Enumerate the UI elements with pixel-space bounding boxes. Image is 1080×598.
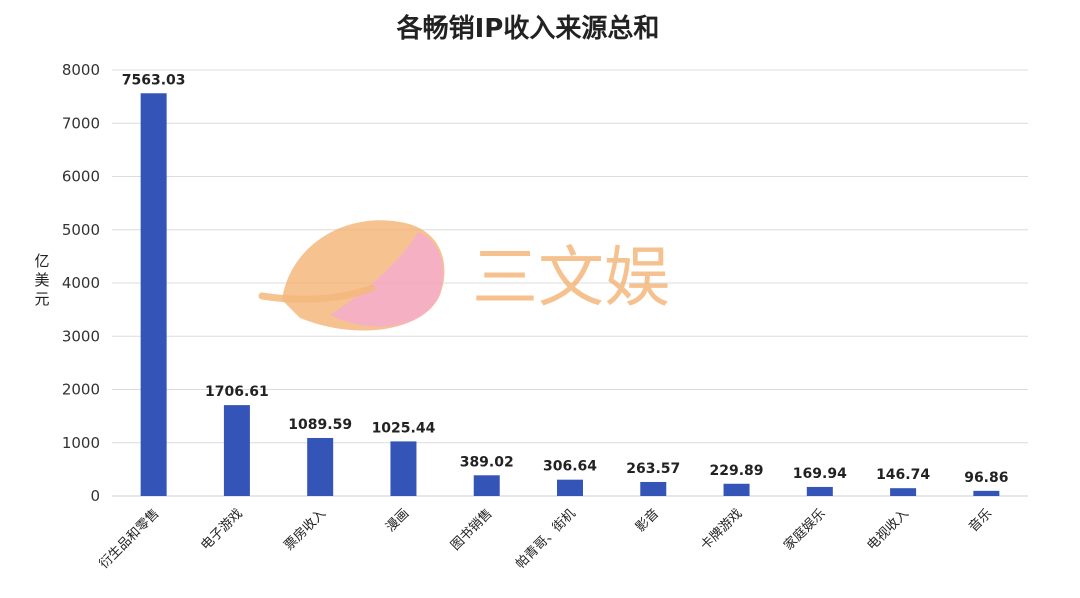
x-tick-label: 衍生品和零售 — [96, 506, 162, 572]
bars — [140, 93, 1000, 497]
bar — [890, 488, 917, 496]
bar — [640, 481, 667, 496]
y-tick-label: 3000 — [62, 327, 100, 345]
chart-title: 各畅销IP收入来源总和 — [396, 13, 660, 44]
bar-value-label: 1089.59 — [288, 417, 352, 433]
x-tick-label: 音乐 — [965, 506, 995, 536]
watermark-leaf-accent-icon — [330, 232, 444, 327]
watermark: 三文娱 — [258, 220, 670, 331]
value-labels: 7563.03 1706.61 1089.59 1025.44 389.02 306.64… — [122, 72, 1009, 486]
watermark-stem-icon — [258, 284, 376, 303]
bar — [973, 490, 1000, 496]
y-axis-label-char: 亿 — [34, 252, 49, 270]
bar-value-label: 229.89 — [710, 463, 764, 479]
x-tick-label: 帕青哥、街机 — [513, 506, 579, 572]
y-axis-label: 亿美元 — [34, 252, 49, 308]
x-tick-label: 漫画 — [383, 506, 412, 535]
y-tick-label: 0 — [90, 487, 100, 505]
y-tick-label: 1000 — [62, 434, 100, 452]
y-axis-label-char: 美 — [34, 271, 49, 289]
y-tick-label: 7000 — [62, 114, 100, 132]
bar-value-label: 1025.44 — [372, 420, 436, 436]
bar — [140, 93, 167, 497]
bar — [473, 475, 500, 496]
y-tick-label: 2000 — [62, 381, 100, 399]
y-axis-label-char: 元 — [34, 290, 49, 308]
x-tick-label: 影音 — [632, 506, 662, 536]
bar — [723, 483, 750, 496]
x-tick-label: 电子游戏 — [198, 506, 245, 553]
bar — [223, 405, 250, 496]
bar-value-label: 7563.03 — [122, 72, 186, 88]
bar-value-label: 263.57 — [626, 461, 680, 477]
bar-value-label: 96.86 — [964, 470, 1008, 486]
gridlines — [112, 69, 1028, 497]
watermark-text: 三文娱 — [472, 239, 670, 316]
bar — [557, 479, 583, 496]
bar-value-label: 306.64 — [543, 459, 597, 475]
bar — [307, 437, 334, 496]
bar-value-label: 389.02 — [460, 454, 514, 470]
bar — [390, 441, 417, 496]
bar-value-label: 169.94 — [793, 466, 847, 482]
bar-value-label: 1706.61 — [205, 384, 269, 400]
y-tick-label: 8000 — [62, 61, 100, 79]
bar — [806, 486, 833, 496]
y-axis-ticks: 0 1000 2000 3000 4000 5000 6000 7000 8000 — [62, 61, 100, 505]
bar-value-label: 146.74 — [876, 467, 930, 483]
y-tick-label: 5000 — [62, 221, 100, 239]
y-tick-label: 4000 — [62, 274, 100, 292]
y-tick-label: 6000 — [62, 168, 100, 186]
x-tick-label: 图书销售 — [447, 506, 495, 554]
x-axis-labels: 衍生品和零售 电子游戏 票房收入 漫画 图书销售 帕青哥、街机 影音 卡牌游戏 家庭娱乐 电视收入… — [96, 506, 995, 572]
x-tick-label: 卡牌游戏 — [697, 506, 745, 554]
x-tick-label: 家庭娱乐 — [781, 506, 829, 554]
x-tick-label: 票房收入 — [281, 506, 329, 554]
x-tick-label: 电视收入 — [865, 506, 912, 553]
